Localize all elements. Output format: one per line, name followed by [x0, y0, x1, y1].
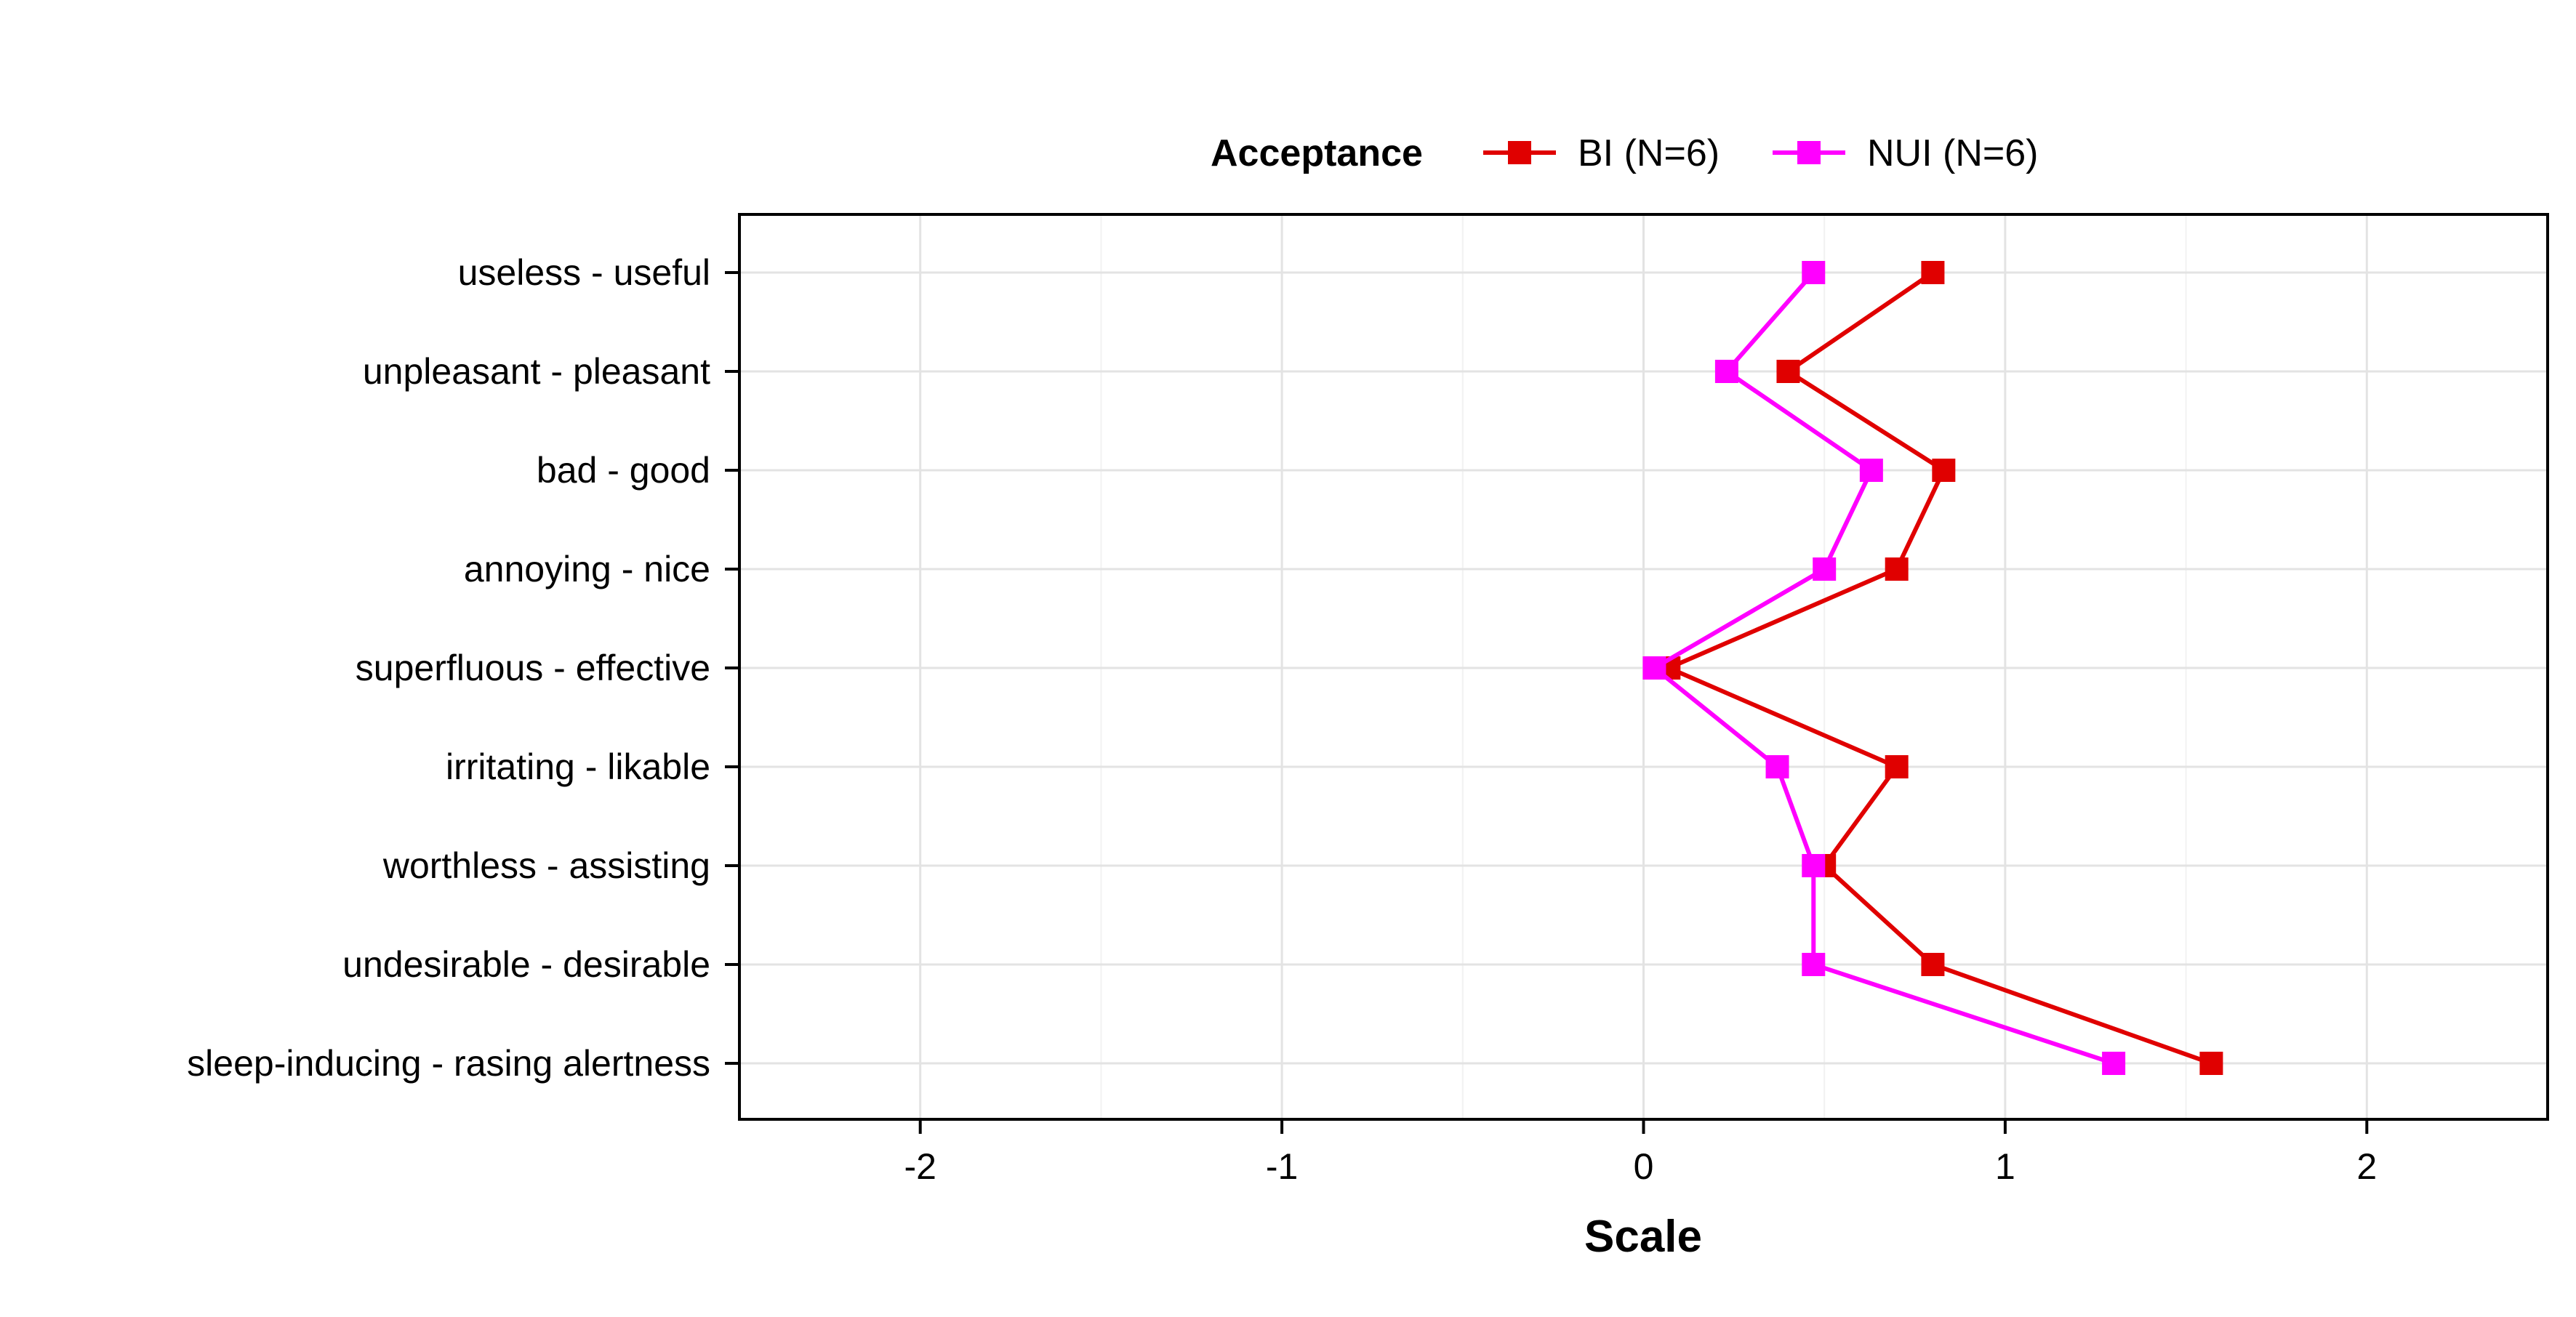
- legend-item: BI (N=6): [1483, 132, 1720, 174]
- y-tick-label: annoying - nice: [464, 549, 710, 589]
- legend-item: NUI (N=6): [1773, 132, 2038, 174]
- legend-label: BI (N=6): [1578, 132, 1720, 174]
- legend: Acceptance BI (N=6) NUI (N=6): [1211, 132, 2038, 174]
- data-point: [1813, 557, 1837, 581]
- data-point: [1776, 360, 1800, 383]
- data-point: [1921, 953, 1945, 976]
- data-point: [1802, 854, 1826, 877]
- data-point: [1885, 557, 1909, 581]
- data-point: [1885, 755, 1909, 778]
- legend-key-marker: [1797, 141, 1821, 164]
- x-tick-label: 2: [2356, 1146, 2377, 1187]
- x-tick-label: -2: [904, 1146, 936, 1187]
- y-tick-label: irritating - likable: [446, 746, 710, 787]
- y-tick-label: useless - useful: [458, 252, 710, 293]
- data-point: [1714, 360, 1738, 383]
- x-tick-label: -1: [1266, 1146, 1298, 1187]
- x-axis-title: Scale: [1584, 1212, 1702, 1262]
- series-layer: [1642, 261, 2223, 1075]
- legend-title: Acceptance: [1211, 132, 1423, 174]
- series-1: [1642, 261, 2126, 1075]
- data-point: [2199, 1052, 2223, 1075]
- data-point: [1765, 755, 1789, 778]
- legend-key-marker: [1508, 141, 1531, 164]
- y-tick-label: bad - good: [537, 450, 710, 491]
- y-tick-label: superfluous - effective: [356, 648, 710, 688]
- data-point: [1921, 261, 1945, 284]
- data-point: [1932, 459, 1956, 482]
- y-tick-label: unpleasant - pleasant: [363, 351, 710, 392]
- y-tick-label: sleep-inducing - rasing alertness: [187, 1043, 710, 1084]
- data-point: [2102, 1052, 2126, 1075]
- y-tick-label: undesirable - desirable: [342, 944, 710, 985]
- x-tick-label: 1: [1995, 1146, 2015, 1187]
- y-tick-label: worthless - assisting: [382, 845, 710, 886]
- data-point: [1802, 261, 1826, 284]
- x-tick-label: 0: [1634, 1146, 1654, 1187]
- legend-label: NUI (N=6): [1867, 132, 2038, 174]
- data-point: [1859, 459, 1883, 482]
- axis-layer: useless - useful unpleasant - pleasant bad…: [187, 252, 2377, 1187]
- series-0: [1657, 261, 2223, 1075]
- data-point: [1802, 953, 1826, 976]
- data-point: [1642, 656, 1666, 680]
